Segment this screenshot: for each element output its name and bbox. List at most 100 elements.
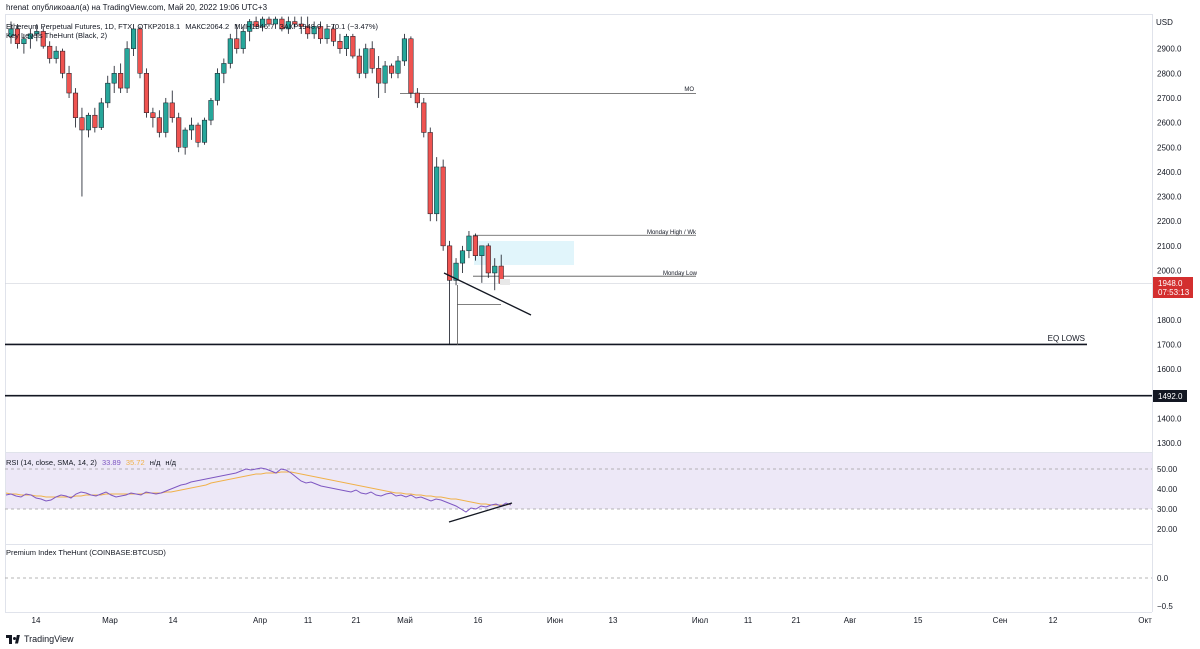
candle-body — [111, 73, 117, 84]
indicator-legend[interactable]: Key Levels TheHunt (Black, 2) — [6, 31, 110, 40]
candle-body — [292, 21, 298, 25]
candle-body — [272, 18, 278, 25]
time-tick-label: Окт — [1138, 616, 1152, 625]
key-level-value: 1492.0 — [1158, 392, 1183, 401]
candle-body — [389, 65, 395, 74]
trend-line[interactable] — [443, 272, 532, 316]
footer-brand[interactable]: TradingView — [6, 634, 74, 644]
price-tick-label: 2400.0 — [1157, 168, 1182, 177]
candle-body — [421, 102, 427, 133]
time-axis[interactable]: 14 Мар 14 Апр 11 21 Май 16 Июн 13 Июл 11 21 Авг 15 Сен 1… — [32, 616, 1153, 625]
rsi-sma-value: 35.72 — [125, 458, 145, 467]
candle-body — [234, 38, 240, 49]
price-tick-label: 1600.0 — [1157, 365, 1182, 374]
premium-axis: 0.0 −0.5 — [1157, 574, 1173, 611]
time-tick-label: Июл — [692, 616, 709, 625]
candle-body — [330, 28, 337, 42]
candle-body — [337, 41, 343, 49]
rsi-tick-label: 50.00 — [1157, 465, 1178, 474]
candle-body — [459, 250, 466, 264]
candle-body — [472, 235, 478, 256]
candle-body — [137, 28, 143, 74]
time-tick-label: 16 — [474, 616, 483, 625]
candle-body — [163, 102, 169, 133]
premium-tick-label: 0.0 — [1157, 574, 1169, 583]
candle-body — [208, 100, 214, 121]
rsi-title[interactable]: RSI (14, close, SMA, 14, 2) — [6, 458, 97, 467]
candle-body — [343, 36, 349, 49]
candle-body — [118, 73, 124, 89]
candle-body — [318, 26, 324, 40]
candle-body — [247, 21, 253, 32]
candle-body — [447, 245, 453, 281]
candle-body — [434, 166, 440, 215]
last-price-badge: 1948.0 07:53:13 — [1153, 277, 1193, 298]
price-tick-label: 1800.0 — [1157, 316, 1182, 325]
candle-body — [440, 166, 446, 247]
rsi-value: 33.89 — [101, 458, 121, 467]
candle-body — [195, 124, 201, 143]
candle-body — [253, 21, 259, 27]
candle-body — [260, 18, 266, 27]
change-value: −70.1 (−3.47%) — [326, 22, 379, 31]
candle-body — [189, 124, 195, 131]
candle-body — [240, 31, 246, 49]
candle-body — [356, 55, 362, 74]
time-tick-label: 14 — [169, 616, 178, 625]
price-tick-label: 2900.0 — [1157, 45, 1182, 54]
candle-body — [311, 26, 317, 35]
rsi-na-2: н/д — [165, 458, 177, 467]
candle-body — [124, 48, 130, 89]
candle-body — [47, 45, 53, 59]
candle-body — [227, 38, 233, 64]
candle-body — [53, 50, 59, 59]
price-tick-label: 2500.0 — [1157, 143, 1182, 152]
countdown-value: 07:53:13 — [1158, 288, 1190, 297]
candle-body — [79, 117, 85, 131]
close-label: ЗАКР — [279, 22, 299, 31]
premium-title[interactable]: Premium Index TheHunt (COINBASE:BTCUSD) — [6, 548, 166, 557]
price-marker-small — [500, 279, 510, 285]
candle-body — [395, 60, 401, 74]
candle-body — [156, 117, 162, 133]
eq-lows-label: EQ LOWS — [1048, 334, 1085, 343]
candle-body — [408, 38, 414, 94]
open-value: 2018.1 — [157, 22, 181, 31]
price-tick-label: 2600.0 — [1157, 119, 1182, 128]
time-tick-label: Мар — [102, 616, 118, 625]
candle-body — [131, 28, 137, 49]
candle-body — [66, 73, 72, 94]
rsi-trend-line[interactable] — [448, 502, 513, 523]
candle-body — [72, 92, 79, 118]
rsi-axis: 50.00 40.00 30.00 20.00 — [1157, 465, 1178, 534]
candle-body — [21, 38, 27, 44]
candle-body — [279, 18, 285, 30]
candle-body — [150, 112, 156, 118]
candle-body — [414, 92, 420, 104]
rsi-line — [5, 467, 512, 513]
candle-body — [492, 265, 498, 274]
candle-body — [285, 21, 291, 30]
candle-body — [176, 117, 182, 148]
last-price-value: 1948.0 — [1158, 279, 1183, 288]
symbol-name[interactable]: Ethereum Perpetual Futures, 1D, FTX — [6, 22, 133, 31]
candle-body — [201, 119, 208, 143]
time-tick-label: 21 — [792, 616, 801, 625]
candle-body — [466, 235, 472, 252]
time-tick-label: 11 — [304, 616, 313, 625]
price-axis[interactable]: 2900.0 2800.0 2700.0 2600.0 2500.0 2400.0 2300… — [1157, 45, 1182, 448]
footer-brand-text: TradingView — [24, 634, 74, 644]
time-tick-label: Сен — [993, 616, 1008, 625]
indicator-name[interactable]: Key Levels TheHunt (Black, 2) — [6, 31, 108, 40]
rsi-legend[interactable]: RSI (14, close, SMA, 14, 2) 33.89 35.72 … — [6, 458, 179, 467]
tradingview-logo-icon — [6, 634, 20, 644]
candle-body — [427, 132, 433, 215]
high-label: МАКС — [185, 22, 207, 31]
high-value: 2064.2 — [206, 22, 230, 31]
candle-body — [214, 73, 220, 101]
monday-high-label: Monday High / Wk — [647, 230, 697, 236]
price-tick-label: 2800.0 — [1157, 69, 1182, 78]
candle-body — [8, 28, 14, 37]
premium-legend[interactable]: Premium Index TheHunt (COINBASE:BTCUSD) — [6, 548, 169, 557]
